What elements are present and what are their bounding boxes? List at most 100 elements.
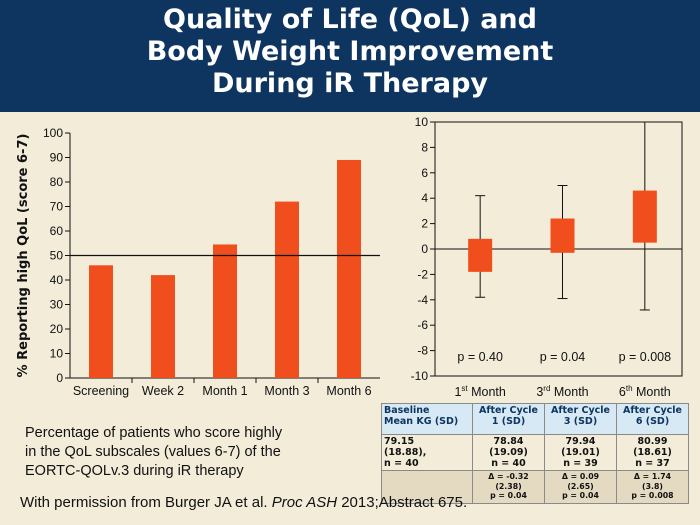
x-label-text: Month xyxy=(550,385,588,399)
box xyxy=(550,218,575,253)
chart-description: Percentage of patients who score highly … xyxy=(25,424,355,481)
bar-y-axis-label: % Reporting high QoL (score 6-7) xyxy=(16,134,31,378)
description-line-3: EORTC-QOLv.3 during iR therapy xyxy=(25,463,244,479)
table-cell: 78.84 (19.09) n = 40 xyxy=(472,434,545,471)
cell-value: (2.65) xyxy=(567,481,594,491)
table-cell-empty xyxy=(381,470,473,504)
description-line-1: Percentage of patients who score highly xyxy=(25,425,283,441)
title-line-2: Body Weight Improvement xyxy=(146,36,554,67)
table-cell: Δ = 1.74 (3.8) p = 0.008 xyxy=(616,470,689,504)
bar-x-tick-label: Month 6 xyxy=(326,384,371,398)
box-y-tick-label: -2 xyxy=(417,267,428,281)
cell-value: 78.84 xyxy=(493,436,524,447)
table-header-cell: After Cycle 6 (SD) xyxy=(616,403,689,435)
x-label-text: Month xyxy=(633,385,671,399)
table-cell: Δ = -0.32 (2.38) p = 0.04 xyxy=(472,470,545,504)
description-line-2: in the QoL subscales (values 6-7) of the xyxy=(25,444,281,460)
box-y-tick-label: -6 xyxy=(417,318,428,332)
bar xyxy=(337,159,361,378)
table-cell: 79.15 (18.88), n = 40 xyxy=(381,434,473,471)
cell-value: n = 37 xyxy=(635,458,670,469)
cell-value: p = 0.04 xyxy=(490,491,527,500)
box-y-tick-label: 0 xyxy=(421,242,428,256)
bar-x-tick-label: Week 2 xyxy=(142,384,184,398)
box xyxy=(468,238,493,272)
body-weight-table: Baseline Mean KG (SD) After Cycle 1 (SD) A… xyxy=(381,403,689,504)
cell-value: p = 0.008 xyxy=(631,491,674,500)
bar-y-tick-label: 60 xyxy=(50,224,64,238)
title-line-3: During iR Therapy xyxy=(211,68,488,99)
cell-value: 79.15 xyxy=(384,436,415,447)
slide-title: Quality of Life (QoL) and Body Weight Im… xyxy=(0,4,700,100)
header-line: 6 (SD) xyxy=(635,416,670,427)
cell-value: (19.01) xyxy=(561,447,600,458)
title-line-1: Quality of Life (QoL) and xyxy=(163,4,537,35)
table-row: 79.15 (18.88), n = 40 78.84 (19.09) n = 40 7… xyxy=(381,434,689,471)
bar-x-tick-label: Month 3 xyxy=(264,384,309,398)
credit-prefix: With permission from Burger JA et al. xyxy=(20,494,272,511)
bar xyxy=(151,275,175,378)
box-y-tick-label: -10 xyxy=(411,369,429,383)
bar-y-tick-label: 30 xyxy=(50,298,64,312)
box-y-tick-label: 8 xyxy=(421,140,428,154)
x-label-text: Month xyxy=(468,385,506,399)
table-header-row: Baseline Mean KG (SD) After Cycle 1 (SD) A… xyxy=(381,403,689,435)
cell-value: n = 39 xyxy=(563,458,598,469)
bar-y-tick-label: 80 xyxy=(50,175,64,189)
bar-y-tick-label: 20 xyxy=(50,322,64,336)
header-line: 1 (SD) xyxy=(491,416,526,427)
bar xyxy=(275,201,299,378)
bar xyxy=(89,265,113,378)
table-header-cell: Baseline Mean KG (SD) xyxy=(381,403,473,435)
bar-x-tick-label: Screening xyxy=(73,384,129,398)
header-line: After Cycle xyxy=(551,405,610,416)
bar-y-tick-label: 70 xyxy=(50,200,64,214)
cell-value: Δ = 0.09 xyxy=(561,472,600,481)
cell-value: (18.88), xyxy=(384,447,427,458)
cell-value: (3.8) xyxy=(642,481,663,491)
bar-y-tick-label: 0 xyxy=(56,371,63,385)
cell-value: 80.99 xyxy=(637,436,668,447)
bar xyxy=(213,244,237,378)
table-delta-row: Δ = -0.32 (2.38) p = 0.04 Δ = 0.09 (2.65) p … xyxy=(381,470,689,504)
p-value-label: p = 0.008 xyxy=(619,350,672,364)
bar-y-tick-label: 100 xyxy=(43,126,63,140)
bar-y-tick-label: 40 xyxy=(50,273,64,287)
box-x-tick-label: 1st Month xyxy=(454,384,505,399)
title-banner: Quality of Life (QoL) and Body Weight Im… xyxy=(0,0,700,112)
credit-suffix: 2013;Abstract 675. xyxy=(337,494,468,511)
cell-value: n = 40 xyxy=(384,458,419,469)
x-label-number: 1 xyxy=(454,385,461,399)
header-line: After Cycle xyxy=(623,405,682,416)
credit-journal: Proc ASH xyxy=(271,494,338,511)
cell-value: 79.94 xyxy=(565,436,596,447)
table-cell: Δ = 0.09 (2.65) p = 0.04 xyxy=(544,470,617,504)
box-y-tick-label: -8 xyxy=(417,344,428,358)
p-value-label: p = 0.40 xyxy=(457,350,503,364)
box-x-tick-label: 6th Month xyxy=(619,384,671,399)
x-label-suffix: rd xyxy=(543,384,550,393)
x-label-number: 6 xyxy=(619,385,626,399)
box-y-tick-label: -4 xyxy=(417,293,428,307)
cell-value: Δ = 1.74 xyxy=(633,472,672,481)
table-cell: 80.99 (18.61) n = 37 xyxy=(616,434,689,471)
x-label-suffix: th xyxy=(626,384,633,393)
p-value-label: p = 0.04 xyxy=(540,350,586,364)
box-y-tick-label: 2 xyxy=(421,217,428,231)
bar-x-tick-label: Month 1 xyxy=(202,384,247,398)
header-line: Mean KG (SD) xyxy=(384,416,459,427)
source-credit: With permission from Burger JA et al. Pr… xyxy=(20,494,467,511)
cell-value: (19.09) xyxy=(489,447,528,458)
box xyxy=(632,190,657,243)
x-label-suffix: st xyxy=(461,384,468,393)
cell-value: n = 40 xyxy=(491,458,526,469)
header-line: Baseline xyxy=(384,405,430,416)
box-y-tick-label: 4 xyxy=(421,191,428,205)
bar-y-tick-label: 90 xyxy=(50,151,64,165)
bar-y-tick-label: 50 xyxy=(50,249,64,263)
cell-value: Δ = -0.32 xyxy=(488,472,529,481)
box-y-tick-label: 10 xyxy=(415,115,429,129)
table-cell: 79.94 (19.01) n = 39 xyxy=(544,434,617,471)
box-y-tick-label: 6 xyxy=(421,166,428,180)
